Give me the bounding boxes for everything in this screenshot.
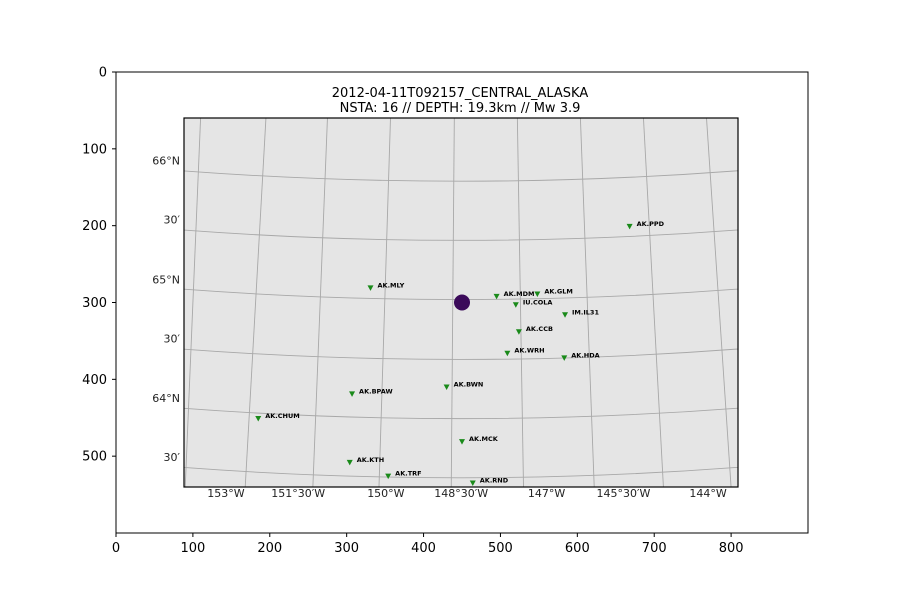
x-axis-ticks: 0 100 200 300 400 500 600 700 800 bbox=[112, 533, 744, 556]
station-marker bbox=[512, 302, 519, 308]
station-marker bbox=[493, 293, 500, 300]
latitude-label: 30′ bbox=[164, 214, 181, 227]
station-label: AK.BWN bbox=[454, 381, 484, 389]
station-marker bbox=[346, 459, 353, 466]
station-label: AK.CCB bbox=[526, 325, 553, 333]
longitude-line bbox=[450, 118, 455, 487]
latitude-labels: 66°N 30′ 65°N 30′ 64°N 30′ bbox=[152, 154, 180, 464]
x-tick-label: 0 bbox=[112, 541, 120, 556]
event-epicenter-marker bbox=[454, 294, 470, 311]
event-layer bbox=[454, 294, 470, 311]
longitude-line bbox=[312, 118, 328, 487]
chart-title: 2012-04-11T092157_CENTRAL_ALASKA bbox=[332, 86, 589, 101]
chart-subtitle: NSTA: 16 // DEPTH: 19.3km // Mw 3.9 bbox=[340, 101, 581, 116]
station-marker bbox=[504, 350, 511, 357]
longitude-label: 151°30′W bbox=[271, 487, 325, 500]
latitude-line bbox=[184, 348, 738, 360]
longitude-line bbox=[378, 118, 391, 487]
latitude-label: 65°N bbox=[152, 273, 180, 286]
longitude-label: 145°30′W bbox=[597, 487, 651, 500]
station-label: IU.COLA bbox=[523, 298, 553, 306]
longitude-line bbox=[579, 118, 595, 487]
longitude-label: 153°W bbox=[207, 487, 244, 500]
station-label: AK.GLM bbox=[544, 288, 572, 296]
x-tick-label: 400 bbox=[411, 541, 436, 556]
latitude-label: 64°N bbox=[152, 392, 180, 405]
longitude-line bbox=[516, 118, 524, 487]
station-marker bbox=[534, 291, 541, 298]
latitude-line bbox=[184, 229, 738, 241]
longitude-label: 144°W bbox=[689, 487, 726, 500]
map-panel-border bbox=[183, 117, 739, 488]
station-label: AK.MLY bbox=[378, 281, 405, 289]
y-tick-label: 0 bbox=[99, 66, 107, 81]
longitude-line bbox=[244, 118, 267, 487]
x-tick-label: 100 bbox=[180, 541, 205, 556]
station-marker bbox=[562, 312, 569, 318]
station-label: AK.PPD bbox=[637, 220, 665, 228]
station-marker bbox=[459, 439, 465, 445]
y-tick-label: 500 bbox=[82, 450, 107, 465]
latitude-label: 66°N bbox=[152, 154, 180, 167]
latitude-line bbox=[184, 407, 738, 420]
latitude-line bbox=[184, 466, 738, 479]
station-marker bbox=[385, 473, 392, 480]
longitude-labels: 153°W 151°30′W 150°W 148°30′W 147°W 145°30′W 1… bbox=[207, 487, 727, 500]
x-tick-label: 700 bbox=[642, 541, 667, 556]
y-tick-label: 300 bbox=[82, 296, 107, 311]
station-marker bbox=[515, 329, 522, 335]
station-marker bbox=[255, 416, 262, 422]
longitude-line bbox=[184, 118, 202, 487]
station-marker bbox=[626, 223, 633, 230]
longitude-label: 147°W bbox=[528, 487, 565, 500]
longitude-label: 148°30′W bbox=[434, 487, 488, 500]
longitude-line bbox=[706, 118, 732, 487]
map-graticule bbox=[184, 118, 738, 487]
station-label: IM.IL31 bbox=[572, 308, 599, 316]
y-axis-ticks: 0 100 200 300 400 500 bbox=[82, 66, 116, 465]
longitude-label: 150°W bbox=[367, 487, 404, 500]
station-marker bbox=[367, 285, 374, 291]
station-label: AK.MDM bbox=[504, 290, 535, 298]
station-label: AK.KTH bbox=[357, 456, 384, 464]
longitude-line bbox=[643, 118, 664, 487]
station-marker bbox=[469, 480, 476, 487]
station-label: AK.BPAW bbox=[359, 387, 393, 395]
stations-layer: AK.PPD AK.MLY AK.MDM AK.GLM IU.COLA IM.IL31 AK… bbox=[255, 220, 665, 487]
latitude-label: 30′ bbox=[164, 451, 181, 464]
x-tick-label: 300 bbox=[334, 541, 359, 556]
station-marker bbox=[349, 391, 356, 397]
x-tick-label: 600 bbox=[565, 541, 590, 556]
latitude-label: 30′ bbox=[164, 333, 181, 346]
station-label: AK.WRH bbox=[514, 347, 544, 355]
station-label: AK.CHUM bbox=[265, 412, 300, 420]
latitude-line bbox=[184, 170, 738, 182]
y-tick-label: 200 bbox=[82, 219, 107, 234]
station-label: AK.TRF bbox=[395, 470, 421, 478]
y-tick-label: 100 bbox=[82, 142, 107, 157]
station-label: AK.RND bbox=[480, 477, 509, 485]
x-tick-label: 500 bbox=[488, 541, 513, 556]
station-label: AK.MCK bbox=[469, 435, 499, 443]
station-marker bbox=[561, 355, 568, 361]
y-tick-label: 400 bbox=[82, 373, 107, 388]
station-marker bbox=[443, 384, 450, 391]
x-tick-label: 200 bbox=[257, 541, 282, 556]
x-tick-label: 800 bbox=[719, 541, 744, 556]
station-label: AK.HDA bbox=[571, 351, 599, 359]
